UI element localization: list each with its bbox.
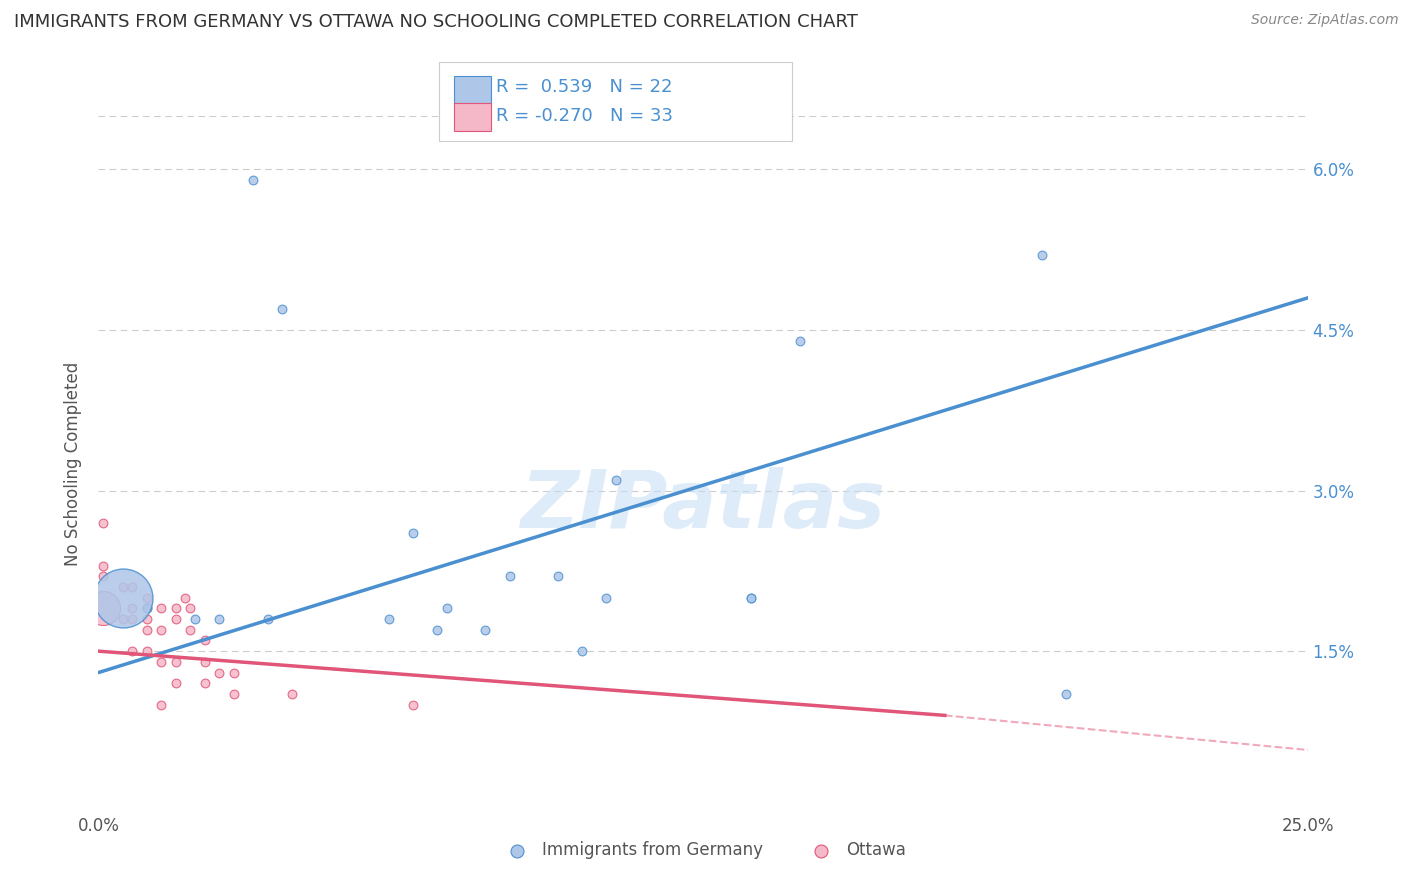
Point [242,173,264,187]
Point [426,623,449,637]
Text: ZIPatlas: ZIPatlas [520,467,886,545]
Point [474,623,496,637]
Point [571,644,593,658]
Point [281,687,304,701]
Point [150,698,173,712]
Point [91,601,114,615]
Point [194,655,217,669]
Point [91,569,114,583]
Point [150,601,173,615]
Point [135,591,157,605]
Point [150,655,173,669]
Point [1054,687,1077,701]
Point [135,601,157,615]
Point [165,676,187,690]
Point [121,644,143,658]
Y-axis label: No Schooling Completed: No Schooling Completed [65,362,83,566]
Point [1320,291,1343,305]
Point [121,580,143,594]
Point [605,473,627,487]
Point [194,633,217,648]
Point [222,665,245,680]
Point [1031,248,1053,262]
Text: R = -0.270   N = 33: R = -0.270 N = 33 [496,107,673,125]
Point [135,601,157,615]
Point [595,591,617,605]
Point [121,601,143,615]
Point [222,687,245,701]
Point [165,655,187,669]
Text: Source: ZipAtlas.com: Source: ZipAtlas.com [1251,13,1399,28]
Text: IMMIGRANTS FROM GERMANY VS OTTAWA NO SCHOOLING COMPLETED CORRELATION CHART: IMMIGRANTS FROM GERMANY VS OTTAWA NO SCH… [14,13,858,31]
Point [174,591,197,605]
Legend: Immigrants from Germany, Ottawa: Immigrants from Germany, Ottawa [494,835,912,866]
Point [377,612,399,626]
Point [194,676,217,690]
Point [740,591,762,605]
Point [436,601,458,615]
Point [91,558,114,573]
Point [498,569,520,583]
Point [271,301,294,316]
Point [184,612,207,626]
Point [547,569,569,583]
Point [208,612,231,626]
Point [135,644,157,658]
Point [402,526,425,541]
Text: R =  0.539   N = 22: R = 0.539 N = 22 [496,78,673,96]
Point [179,601,201,615]
Point [208,665,231,680]
Point [121,612,143,626]
Point [150,623,173,637]
Point [165,601,187,615]
Point [135,623,157,637]
Point [179,623,201,637]
Point [740,591,762,605]
Point [165,612,187,626]
Point [111,580,134,594]
Point [91,516,114,530]
Point [135,612,157,626]
Point [111,591,134,605]
Point [256,612,278,626]
Point [789,334,811,348]
Point [402,698,425,712]
Point [111,612,134,626]
